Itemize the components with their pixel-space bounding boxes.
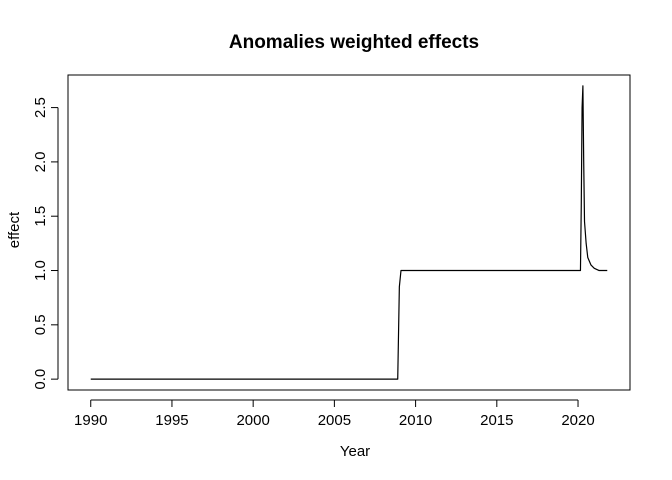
x-tick-label: 2020: [561, 412, 594, 429]
x-tick-label: 2015: [480, 412, 513, 429]
y-tick-label: 1.5: [32, 206, 49, 227]
x-tick-label: 2000: [236, 412, 269, 429]
chart-title: Anomalies weighted effects: [229, 32, 479, 53]
y-tick-label: 0.5: [32, 314, 49, 335]
y-tick-label: 1.0: [32, 260, 49, 281]
series-line: [90, 85, 608, 380]
y-tick-label: 2.0: [32, 151, 49, 172]
y-axis: 0.0 0.5 1.0 1.5 2.0 2.5: [32, 97, 59, 390]
y-axis-label: effect: [6, 211, 23, 248]
y-tick-label: 2.5: [32, 97, 49, 118]
y-tick-label: 0.0: [32, 369, 49, 390]
x-axis-label: Year: [340, 443, 370, 460]
plot-frame: [67, 74, 631, 391]
x-tick-label: 1995: [155, 412, 188, 429]
x-axis: 1990 1995 2000 2005 2010 2015 2020: [74, 399, 595, 429]
x-tick-label: 1990: [74, 412, 107, 429]
series-layer: [90, 85, 608, 380]
x-tick-label: 2005: [318, 412, 351, 429]
x-tick-label: 2010: [399, 412, 432, 429]
